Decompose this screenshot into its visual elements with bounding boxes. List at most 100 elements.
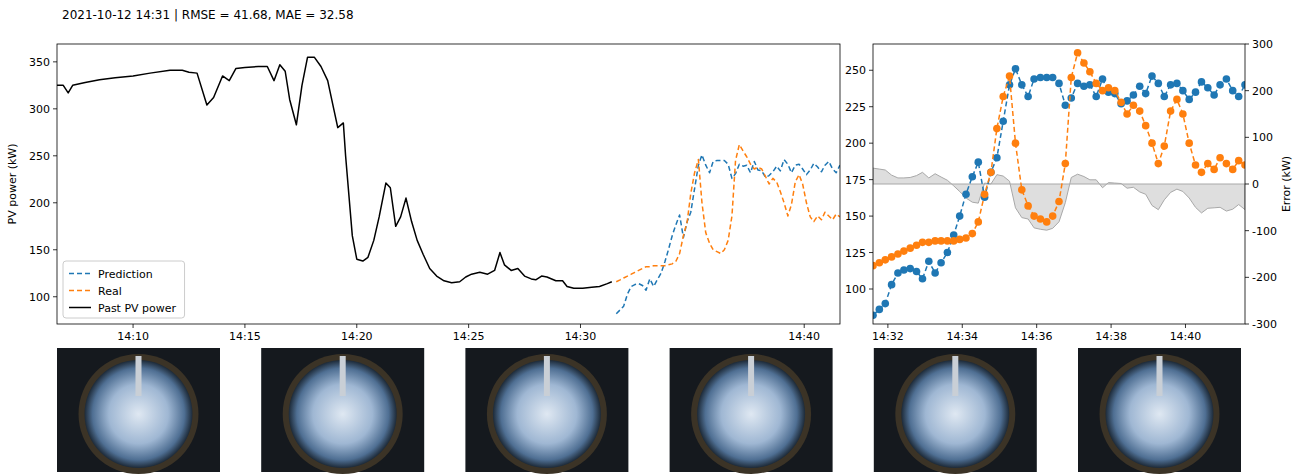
sky-image-arm bbox=[136, 356, 142, 396]
x-tick-label: 14:34 bbox=[946, 330, 978, 343]
series-marker bbox=[1012, 139, 1020, 147]
series-marker bbox=[987, 169, 995, 177]
y2-tick-label: 300 bbox=[1252, 38, 1273, 51]
series-marker bbox=[987, 169, 995, 177]
y-tick-label: 125 bbox=[845, 247, 866, 260]
axes: 14:1014:1514:2014:2514:3014:401001502002… bbox=[6, 56, 820, 343]
series-marker bbox=[937, 259, 945, 267]
series-marker bbox=[969, 230, 977, 238]
series-marker bbox=[1185, 96, 1193, 104]
series-marker bbox=[1223, 160, 1231, 168]
plot-frame bbox=[873, 44, 1245, 324]
series-marker bbox=[1179, 110, 1187, 118]
y-tick-label: 150 bbox=[29, 244, 50, 257]
series-marker bbox=[1130, 91, 1138, 99]
y2-axis-label: Error (kW) bbox=[1280, 156, 1293, 212]
x-tick bbox=[468, 324, 469, 328]
series-marker bbox=[1062, 101, 1070, 109]
series-marker bbox=[1142, 90, 1150, 98]
x-tick bbox=[962, 324, 963, 328]
series-marker bbox=[1148, 139, 1156, 147]
x-tick bbox=[244, 324, 245, 328]
y-tick-label: 200 bbox=[29, 197, 50, 210]
plot-frame bbox=[57, 44, 840, 324]
series-line bbox=[873, 69, 1245, 315]
series-marker bbox=[1173, 96, 1181, 104]
legend-label: Past PV power bbox=[98, 302, 177, 315]
series-marker bbox=[1018, 81, 1026, 89]
y2-tick-label: -100 bbox=[1252, 225, 1277, 238]
series-marker bbox=[925, 257, 933, 265]
series-marker bbox=[1160, 142, 1168, 150]
series-marker bbox=[1062, 160, 1070, 168]
series-marker bbox=[1210, 91, 1218, 99]
y2-tick bbox=[1245, 277, 1249, 278]
y2-tick bbox=[1245, 137, 1249, 138]
y-tick-label: 300 bbox=[29, 103, 50, 116]
series-marker bbox=[1086, 68, 1094, 76]
series-marker bbox=[993, 154, 1001, 162]
y2-tick bbox=[1245, 90, 1249, 91]
plot-background bbox=[57, 44, 840, 324]
series-marker bbox=[1192, 161, 1200, 169]
series-marker bbox=[1173, 80, 1181, 88]
series-marker bbox=[881, 300, 889, 308]
series-marker bbox=[1012, 65, 1020, 73]
sky-image-rim bbox=[283, 354, 403, 474]
x-tick bbox=[133, 324, 134, 328]
series-marker bbox=[999, 93, 1007, 101]
x-tick bbox=[887, 324, 888, 328]
x-tick-label: 14:10 bbox=[117, 330, 149, 343]
series-marker bbox=[974, 158, 982, 166]
y-tick bbox=[53, 296, 57, 297]
chart-1: 14:3214:3414:3614:3814:40100125150175200… bbox=[845, 38, 1293, 343]
series-line bbox=[616, 145, 840, 282]
series-marker bbox=[1018, 186, 1026, 194]
series-marker bbox=[873, 311, 877, 319]
series-marker bbox=[1229, 166, 1237, 174]
y-tick bbox=[869, 70, 873, 71]
sky-image-arm bbox=[952, 356, 958, 396]
y-tick-label: 175 bbox=[845, 174, 866, 187]
sky-images bbox=[57, 348, 1241, 474]
series-marker bbox=[1216, 81, 1224, 89]
series-marker bbox=[1192, 88, 1200, 96]
series-marker bbox=[1049, 74, 1057, 82]
figure: 14:1014:1514:2014:2514:3014:401001502002… bbox=[0, 0, 1300, 474]
sky-image-rim bbox=[79, 354, 199, 474]
legend-swatch bbox=[69, 273, 91, 275]
legend-swatch bbox=[69, 307, 91, 309]
y2-tick-label: -200 bbox=[1252, 271, 1277, 284]
series-marker bbox=[944, 249, 952, 257]
series-marker bbox=[931, 269, 939, 277]
y-tick-label: 250 bbox=[29, 150, 50, 163]
series-marker bbox=[1123, 110, 1131, 118]
sky-image-rim bbox=[1100, 354, 1220, 474]
y2-tick bbox=[1245, 324, 1249, 325]
y2-tick bbox=[1245, 230, 1249, 231]
y-tick-label: 100 bbox=[845, 283, 866, 296]
x-tick-label: 14:25 bbox=[453, 330, 485, 343]
y-tick bbox=[869, 252, 873, 253]
x-tick-label: 14:32 bbox=[872, 330, 904, 343]
series-marker bbox=[1067, 94, 1075, 102]
sky-image-rim bbox=[895, 354, 1015, 474]
series-marker bbox=[993, 125, 1001, 133]
y2-tick-label: -300 bbox=[1252, 318, 1277, 331]
legend-box bbox=[63, 261, 185, 318]
series-marker bbox=[956, 236, 964, 244]
x-tick-label: 14:40 bbox=[1170, 330, 1202, 343]
x-tick-label: 14:40 bbox=[788, 330, 820, 343]
series-marker bbox=[1136, 82, 1144, 90]
series-marker bbox=[969, 173, 977, 181]
y-tick bbox=[53, 202, 57, 203]
y-tick bbox=[53, 61, 57, 62]
series-marker bbox=[1210, 166, 1218, 174]
series-marker bbox=[962, 190, 970, 198]
series-marker bbox=[1204, 84, 1212, 92]
series-marker bbox=[1111, 87, 1119, 95]
series-marker bbox=[1155, 160, 1163, 168]
sky-image-arm bbox=[1157, 356, 1163, 396]
series-marker bbox=[1099, 75, 1107, 83]
x-tick-label: 14:38 bbox=[1095, 330, 1127, 343]
